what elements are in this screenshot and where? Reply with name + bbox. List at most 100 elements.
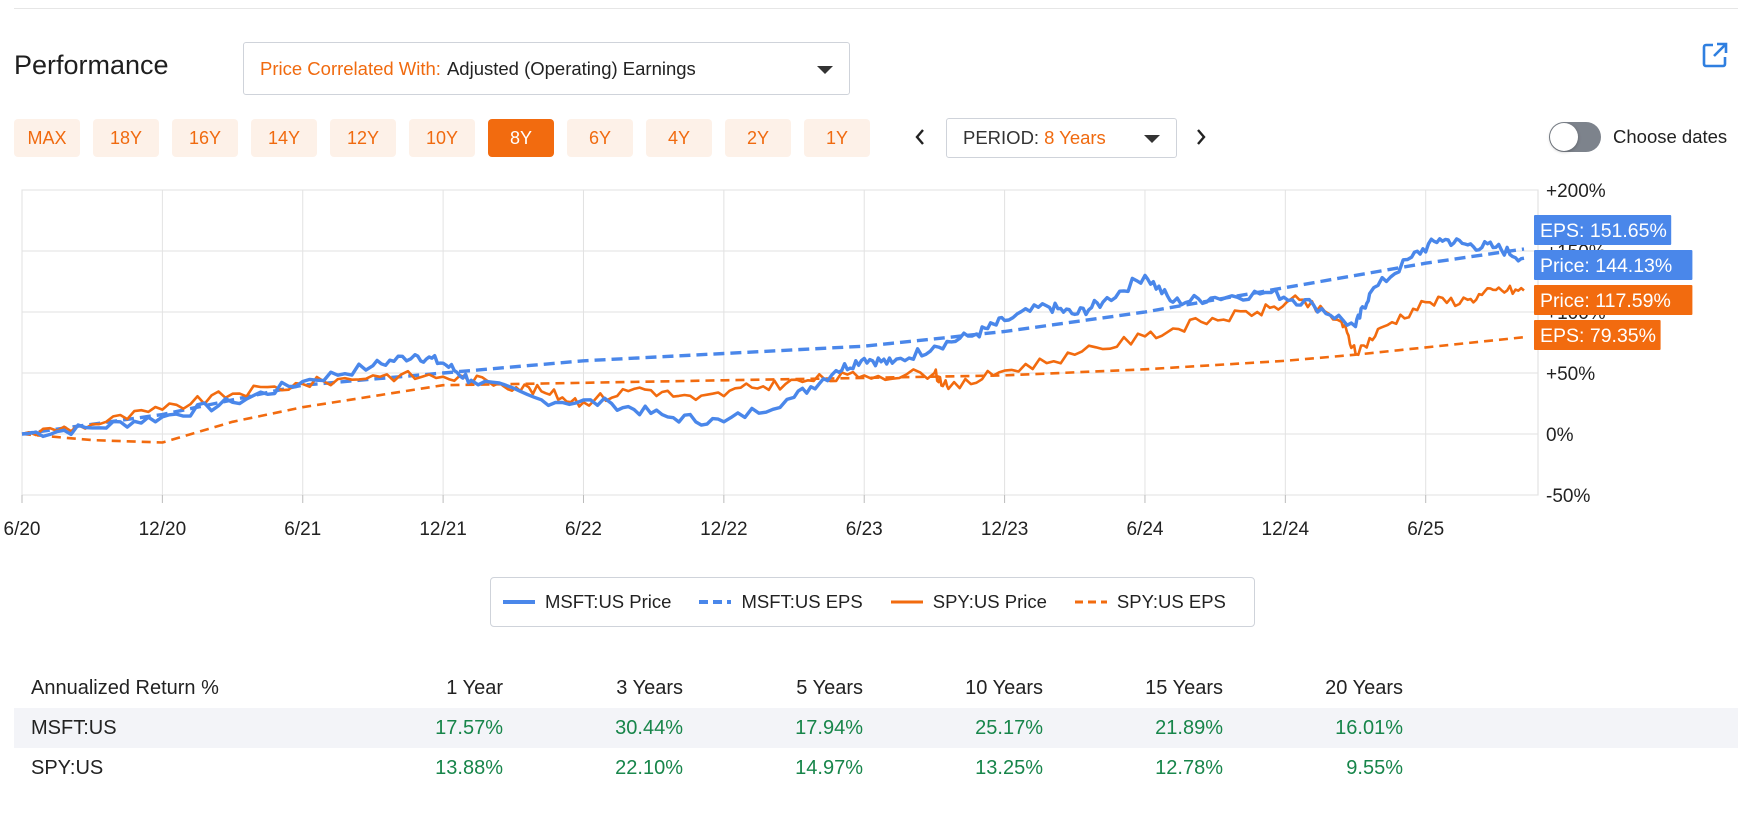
legend-swatch-dashed-blue [699,600,732,604]
cell-value: 16.01% [1224,708,1404,748]
range-btn-14y[interactable]: 14Y [251,119,317,157]
x-tick-label: 12/24 [1262,519,1310,540]
cell-value: 25.17% [864,708,1044,748]
range-btn-10y[interactable]: 10Y [409,119,475,157]
page-title: Performance [14,50,169,80]
y-tick-label: -50% [1546,486,1590,507]
cell-value: 9.55% [1346,756,1403,779]
range-btn-18y[interactable]: 18Y [93,119,159,157]
col-15y: 15 Years [1145,676,1223,699]
choose-dates-label: Choose dates [1613,126,1728,147]
end-label-box [1534,285,1693,315]
next-period-button[interactable] [1190,124,1212,150]
cell-value: 12.78% [1155,756,1223,779]
legend-label: SPY:US Price [932,591,1047,612]
col-3y: 3 Years [616,676,683,699]
previous-period-button[interactable] [909,124,931,150]
table-row: MSFT:US 17.57% 30.44% 17.94% 25.17% 21.8… [14,708,1738,748]
legend-item-msft-price[interactable]: MSFT:US Price [503,591,671,613]
cell-value: 30.44% [504,708,684,748]
col-1y: 1 Year [446,676,503,699]
col-20y: 20 Years [1325,676,1403,699]
period-select[interactable]: PERIOD: 8 Years [946,118,1177,158]
external-link-icon[interactable] [1700,40,1730,70]
chevron-left-icon [915,129,924,145]
y-tick-label: +50% [1546,364,1595,385]
x-tick-label: 6/21 [284,519,321,540]
legend-item-spy-eps[interactable]: SPY:US EPS [1074,591,1226,613]
spacer [1404,708,1738,748]
cell-value: 22.10% [615,756,683,779]
legend-swatch-solid-blue [503,600,535,604]
cell-value: 14.97% [795,756,863,779]
table-row: SPY:US 13.88% 22.10% 14.97% 13.25% 12.78… [14,748,1738,788]
chevron-down-icon [817,66,833,74]
end-value-label: EPS: 79.35% [1534,320,1661,350]
x-tick-label: 12/23 [981,519,1029,540]
range-btn-8y[interactable]: 8Y [488,119,554,157]
y-tick-label: +200% [1546,181,1606,202]
row-label: SPY:US [31,756,104,779]
legend-item-msft-eps[interactable]: MSFT:US EPS [699,591,863,613]
period-label: PERIOD: [963,127,1040,148]
legend-label: MSFT:US EPS [741,591,863,612]
range-btn-2y[interactable]: 2Y [725,119,791,157]
col-10y: 10 Years [965,676,1043,699]
end-label-box [1534,215,1672,245]
x-tick-label: 12/22 [700,519,748,540]
range-btn-6y[interactable]: 6Y [567,119,633,157]
range-btn-12y[interactable]: 12Y [330,119,396,157]
range-btn-16y[interactable]: 16Y [172,119,238,157]
correlation-label: Price Correlated With: [260,57,441,79]
series-line-spy-us-price [21,284,1525,437]
toggle-knob [1550,123,1578,151]
x-tick-label: 6/22 [565,519,602,540]
spacer [1404,668,1738,708]
x-tick-label: 12/21 [419,519,467,540]
range-btn-4y[interactable]: 4Y [646,119,712,157]
legend-label: MSFT:US Price [545,591,672,612]
end-label-text: Price: 117.59% [1540,290,1671,312]
end-value-label: Price: 117.59% [1534,285,1693,315]
chevron-right-icon [1197,129,1206,145]
table-header-row: Annualized Return % 1 Year 3 Years 5 Yea… [14,668,1738,708]
series-line-spy-us-eps [21,335,1525,444]
chart-legend: MSFT:US Price MSFT:US EPS SPY:US Price S… [490,577,1255,627]
series-line-msft-us-eps [21,247,1525,436]
legend-item-spy-price[interactable]: SPY:US Price [890,591,1047,613]
x-tick-label: 6/25 [1407,519,1444,540]
table-header-label: Annualized Return % [31,676,219,699]
range-btn-1y[interactable]: 1Y [804,119,870,157]
cell-value: 17.94% [684,708,864,748]
annualized-returns-table: Annualized Return % 1 Year 3 Years 5 Yea… [14,668,1738,788]
x-tick-label: 6/20 [4,519,41,540]
end-label-text: EPS: 79.35% [1540,325,1656,347]
cell-value: 21.89% [1044,708,1224,748]
end-label-box [1534,250,1693,280]
cell-value: 13.25% [975,756,1043,779]
end-value-label: EPS: 151.65% [1534,215,1672,245]
range-btn-max[interactable]: MAX [14,119,80,157]
correlation-value: Adjusted (Operating) Earnings [446,57,696,79]
x-tick-label: 6/24 [1126,519,1163,540]
end-label-text: Price: 144.13% [1540,255,1672,277]
performance-chart: +200%+150%+100%+50%0%-50%6/2012/206/2112… [4,181,1693,540]
choose-dates-toggle[interactable] [1549,122,1601,152]
legend-label: SPY:US EPS [1116,591,1226,612]
row-label: MSFT:US [14,708,324,748]
top-divider [14,8,1738,9]
chevron-down-icon [1144,135,1160,143]
x-tick-label: 6/23 [846,519,883,540]
period-value: 8 Years [1044,127,1106,148]
legend-swatch-solid-orange [890,600,923,604]
col-5y: 5 Years [796,676,863,699]
y-tick-label: 0% [1546,425,1574,446]
cell-value: 13.88% [435,756,503,779]
legend-swatch-dashed-orange [1074,600,1107,604]
x-tick-label: 12/20 [139,519,187,540]
end-label-box [1534,320,1661,350]
correlation-select[interactable]: Price Correlated With: Adjusted (Operati… [243,42,850,95]
spacer [1404,748,1738,788]
end-value-label: Price: 144.13% [1534,250,1693,280]
plot-frame [21,189,1539,496]
